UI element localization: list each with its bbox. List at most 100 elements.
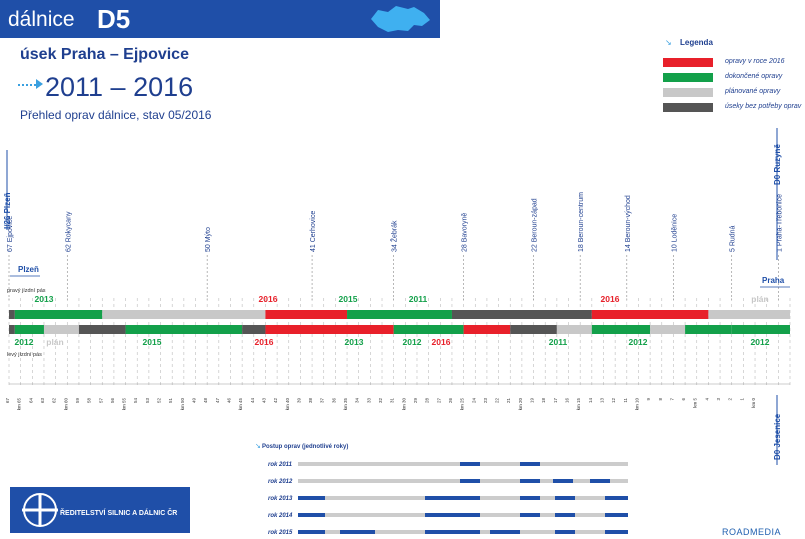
plzen-label: Plzeň xyxy=(18,265,39,274)
left-lane-year: plán xyxy=(46,337,63,347)
km-tick-label: 67 xyxy=(5,398,10,404)
progress-segment xyxy=(425,496,480,500)
km-tick-label: 62 xyxy=(52,398,57,404)
left-lane-segment xyxy=(125,325,243,334)
km-tick-label: 53 xyxy=(145,398,150,404)
km-tick-label: 57 xyxy=(98,398,103,404)
progress-segment xyxy=(460,479,480,483)
right-lane-segment xyxy=(9,310,15,319)
section-title: úsek Praha – Ejpovice xyxy=(20,46,189,63)
km-tick-label: km 5 xyxy=(693,398,698,408)
km-tick-label: 8 xyxy=(658,398,663,401)
km-tick-label: 12 xyxy=(611,398,616,404)
progress-year-label: rok 2011 xyxy=(268,462,293,468)
km-tick-label: km 60 xyxy=(63,398,68,411)
km-tick-label: 29 xyxy=(413,398,418,404)
left-lane-year: 2016 xyxy=(255,337,274,347)
progress-segment xyxy=(520,496,540,500)
km-tick-label: km 65 xyxy=(17,398,22,411)
progress-segment xyxy=(425,513,480,517)
exit-label: 28 Bavoryně xyxy=(462,213,469,252)
progress-arrow-icon: ↘ xyxy=(255,443,261,450)
km-tick-label: 21 xyxy=(506,398,511,404)
right-lane-segment xyxy=(14,310,103,319)
km-tick-label: 17 xyxy=(553,398,558,404)
legend-swatch xyxy=(663,73,713,82)
org-logo xyxy=(10,487,190,533)
km-tick-label: 32 xyxy=(378,398,383,404)
right-lane-year: 2016 xyxy=(259,294,278,304)
arrow-icon xyxy=(18,84,40,88)
progress-segment xyxy=(298,513,325,517)
km-tick-label: 2 xyxy=(728,398,733,401)
km-tick-label: km 35 xyxy=(343,398,348,411)
left-lane-segment xyxy=(242,325,266,334)
km-tick-label: 31 xyxy=(390,398,395,404)
km-tick-label: 56 xyxy=(110,398,115,404)
legend-label: úseky bez potřeby oprav xyxy=(725,103,802,110)
exit-label: 34 Žebrák xyxy=(390,220,399,252)
arrow-head-icon xyxy=(36,79,43,89)
praha-label: Praha xyxy=(762,276,785,285)
progress-segment xyxy=(555,496,575,500)
km-tick-label: km 45 xyxy=(238,398,243,411)
km-tick-label: 44 xyxy=(250,398,255,404)
progress-segment xyxy=(590,479,610,483)
right-lane-segment xyxy=(265,310,348,319)
km-tick-label: 16 xyxy=(565,398,570,404)
exit-label: 41 Cerhovice xyxy=(310,211,317,252)
km-tick-label: 54 xyxy=(133,398,138,404)
km-tick-label: 37 xyxy=(320,398,325,404)
progress-segment xyxy=(553,479,573,483)
progress-segment xyxy=(520,462,540,466)
progress-year-label: rok 2015 xyxy=(268,530,293,536)
km-tick-label: 24 xyxy=(471,398,476,404)
subtitle: Přehled oprav dálnice, stav 05/2016 xyxy=(20,108,212,122)
km-tick-label: 27 xyxy=(436,398,441,404)
progress-year-label: rok 2012 xyxy=(268,479,293,485)
left-lane-year: 2013 xyxy=(345,337,364,347)
km-tick-label: 34 xyxy=(355,398,360,404)
right-lane-year: 2013 xyxy=(35,294,54,304)
progress-segment xyxy=(605,513,628,517)
right-lane-segment xyxy=(347,310,452,319)
km-tick-label: 22 xyxy=(495,398,500,404)
km-tick-label: km 0 xyxy=(751,398,756,408)
km-tick-label: km 50 xyxy=(180,398,185,411)
left-lane-year: 2012 xyxy=(629,337,648,347)
left-lane-segment xyxy=(650,325,686,334)
progress-segment xyxy=(490,530,520,534)
km-tick-label: 9 xyxy=(646,398,651,401)
left-lane-year: 2011 xyxy=(549,337,568,347)
czech-map-icon xyxy=(371,6,430,32)
exit-label: 50 Mýto xyxy=(205,227,212,252)
km-tick-label: 26 xyxy=(448,398,453,404)
km-tick-label: 14 xyxy=(588,398,593,404)
title-bar xyxy=(0,0,440,38)
progress-segment xyxy=(605,496,628,500)
km-tick-label: km 30 xyxy=(401,398,406,411)
km-tick-label: 51 xyxy=(168,398,173,404)
km-tick-label: 19 xyxy=(530,398,535,404)
km-tick-label: 59 xyxy=(75,398,80,404)
legend-arrow-icon: ↘ xyxy=(665,38,672,47)
progress-year-label: rok 2014 xyxy=(268,513,293,519)
progress-segment xyxy=(460,462,480,466)
legend-label: opravy v roce 2016 xyxy=(725,58,785,65)
left-lane-segment xyxy=(9,325,15,334)
km-tick-label: 18 xyxy=(541,398,546,404)
left-lane-segment xyxy=(510,325,557,334)
brand: ROADMEDIA xyxy=(722,527,782,537)
exit-label: 14 Beroun-východ xyxy=(625,195,632,252)
left-lane-segment xyxy=(463,325,511,334)
title-prefix: dálnice xyxy=(8,8,75,31)
left-lane-year: 2015 xyxy=(143,337,162,347)
left-lane-segment xyxy=(265,325,394,334)
km-tick-label: km 25 xyxy=(460,398,465,411)
km-tick-label: km 55 xyxy=(122,398,127,411)
progress-title: Postup oprav (jednotlivé roky) xyxy=(262,444,348,450)
legend-label: dokončené opravy xyxy=(725,73,783,80)
progress-segment xyxy=(520,513,540,517)
progress-segment xyxy=(605,530,628,534)
title-road: D5 xyxy=(97,4,131,34)
